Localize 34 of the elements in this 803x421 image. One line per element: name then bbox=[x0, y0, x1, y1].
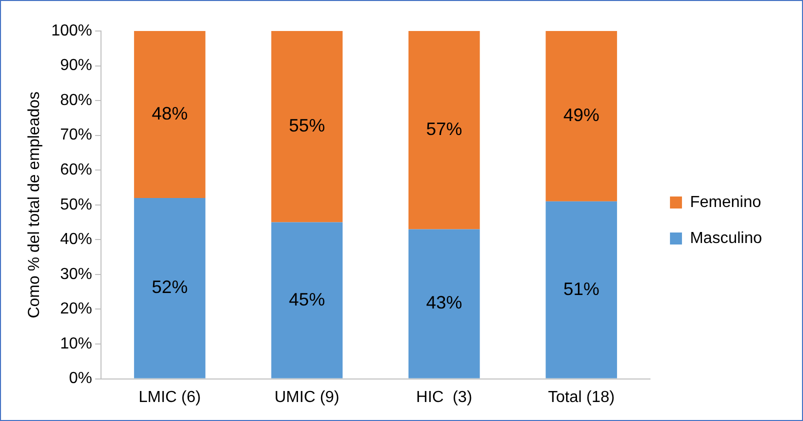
bar bbox=[408, 229, 480, 378]
bar bbox=[408, 31, 480, 230]
y-tick-label: 10% bbox=[60, 335, 92, 352]
y-axis-title: Como % del total de empleados bbox=[26, 92, 44, 318]
y-tick-label: 60% bbox=[60, 162, 92, 179]
y-tick-label: 0% bbox=[68, 370, 92, 388]
y-tick-label: 40% bbox=[60, 231, 92, 248]
x-tick-label: Total (18) bbox=[548, 388, 615, 406]
data-label: 51% bbox=[563, 278, 600, 299]
bar bbox=[546, 31, 618, 202]
x-tick-label: LMIC (6) bbox=[138, 388, 201, 406]
data-label: 43% bbox=[426, 292, 462, 313]
y-tick-label: 30% bbox=[60, 266, 92, 283]
bar bbox=[271, 31, 343, 222]
bar bbox=[271, 222, 343, 378]
y-tick-label: 100% bbox=[51, 22, 92, 40]
data-label: 48% bbox=[152, 103, 188, 124]
legend-label: Femenino bbox=[690, 194, 762, 211]
data-label: 45% bbox=[288, 289, 325, 310]
bar bbox=[546, 201, 618, 378]
y-tick-label: 90% bbox=[60, 57, 92, 74]
data-label: 49% bbox=[563, 105, 600, 126]
data-label: 57% bbox=[426, 119, 462, 140]
x-tick-label: UMIC (9) bbox=[274, 388, 340, 406]
bar bbox=[134, 31, 206, 198]
y-tick-label: 80% bbox=[60, 92, 92, 109]
data-label: 52% bbox=[152, 277, 188, 298]
legend-label: Masculino bbox=[690, 230, 762, 247]
y-tick-label: 20% bbox=[60, 300, 92, 318]
y-tick-label: 70% bbox=[60, 126, 92, 144]
x-tick-label: HIC (3) bbox=[416, 388, 472, 406]
data-label: 55% bbox=[288, 116, 325, 136]
bar bbox=[134, 198, 206, 378]
y-tick-label: 50% bbox=[60, 196, 92, 214]
